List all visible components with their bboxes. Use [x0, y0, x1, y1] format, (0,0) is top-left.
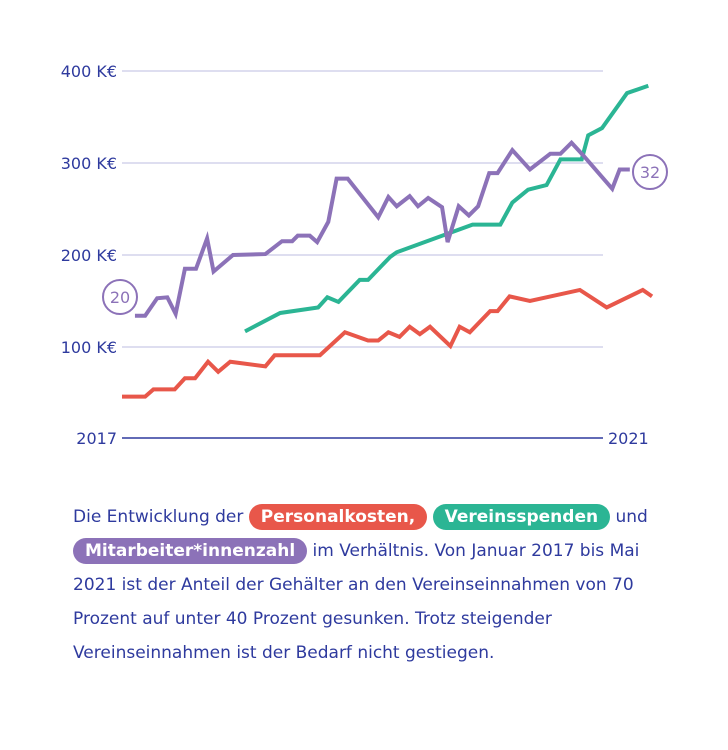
series-line-personalkosten	[122, 287, 654, 399]
svg-text:20: 20	[110, 288, 130, 307]
series-line-mitarbeiter-innenzahl	[134, 139, 630, 320]
y-tick-label: 100 K€	[61, 338, 117, 357]
legend-pill-vereinsspenden: Vereinsspenden	[432, 504, 611, 530]
y-tick-label: 200 K€	[61, 246, 117, 265]
caption-text: und	[610, 507, 648, 527]
caption-text: im Verhältnis. Von Januar 2017 bis Mai 2…	[73, 541, 640, 663]
line-chart: 100 K€ 200 K€ 300 K€ 400 K€ 2017 2021 20 32	[61, 62, 668, 448]
caption-text: Die Entwicklung der	[73, 507, 249, 527]
chart-caption: Die Entwicklung der Personalkosten, Vere…	[73, 500, 673, 670]
series-line-vereinsspenden	[244, 83, 649, 334]
x-tick-2017: 2017	[76, 429, 117, 448]
svg-text:32: 32	[640, 163, 660, 182]
legend-pill-personalkosten: Personalkosten,	[248, 504, 428, 530]
y-tick-label: 400 K€	[61, 62, 117, 81]
badge-start: 20	[102, 279, 138, 315]
x-tick-2021: 2021	[608, 429, 649, 448]
caption-text	[427, 507, 432, 527]
y-tick-label: 300 K€	[61, 154, 117, 173]
badge-end: 32	[632, 154, 668, 190]
legend-pill-mitarbeiter: Mitarbeiter*innenzahl	[73, 538, 308, 564]
